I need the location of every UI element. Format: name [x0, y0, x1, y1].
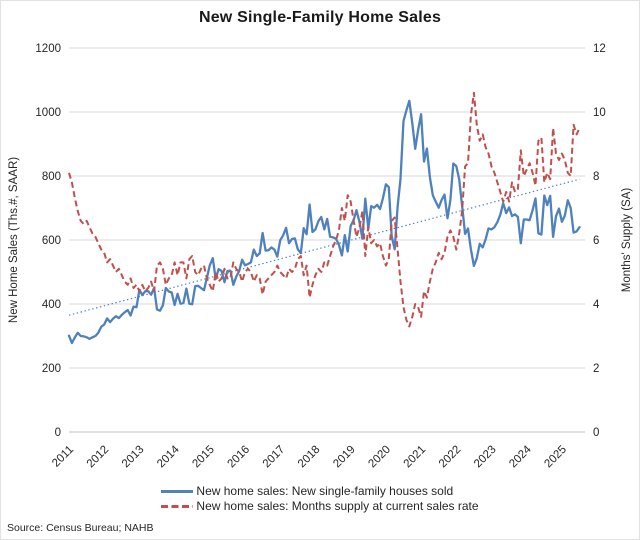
svg-text:2018: 2018 — [296, 444, 323, 471]
svg-text:2016: 2016 — [226, 444, 253, 471]
svg-text:2011: 2011 — [50, 444, 76, 470]
svg-text:2012: 2012 — [85, 444, 112, 471]
svg-text:0: 0 — [55, 427, 61, 439]
svg-text:New Home Sales (Ths.#, SAAR): New Home Sales (Ths.#, SAAR) — [8, 157, 20, 323]
svg-text:12: 12 — [593, 43, 606, 55]
svg-text:2023: 2023 — [472, 444, 499, 471]
svg-text:200: 200 — [42, 363, 61, 375]
svg-text:2: 2 — [593, 363, 599, 375]
svg-text:400: 400 — [42, 299, 61, 311]
legend-solid-line-swatch — [161, 489, 194, 493]
svg-text:8: 8 — [593, 171, 599, 183]
source-note: Source: Census Bureau; NAHB — [7, 522, 154, 534]
svg-text:0: 0 — [593, 427, 599, 439]
legend-item-home-sales: New home sales: New single-family houses… — [161, 484, 453, 498]
legend-items: New home sales: New single-family houses… — [161, 484, 479, 513]
svg-text:600: 600 — [42, 235, 61, 247]
svg-text:800: 800 — [42, 171, 61, 183]
svg-text:2015: 2015 — [190, 444, 217, 471]
svg-text:10: 10 — [593, 107, 606, 119]
svg-text:2014: 2014 — [155, 443, 182, 470]
svg-text:2019: 2019 — [331, 444, 358, 471]
svg-text:2021: 2021 — [402, 444, 429, 471]
svg-text:2022: 2022 — [437, 444, 464, 471]
svg-text:2020: 2020 — [366, 444, 393, 471]
svg-text:1000: 1000 — [35, 107, 61, 119]
svg-text:2024: 2024 — [507, 443, 534, 470]
svg-text:2017: 2017 — [261, 444, 288, 471]
svg-text:4: 4 — [593, 299, 600, 311]
legend-dashed-line-swatch — [161, 504, 194, 508]
svg-text:2025: 2025 — [542, 444, 569, 471]
svg-text:2013: 2013 — [120, 444, 147, 471]
svg-text:1200: 1200 — [35, 43, 61, 55]
legend-item-months-supply: New home sales: Months supply at current… — [161, 499, 479, 513]
legend-label-months-supply: New home sales: Months supply at current… — [196, 499, 479, 513]
chart-title: New Single-Family Home Sales — [198, 9, 442, 26]
legend: New home sales: New single-family houses… — [1, 484, 639, 513]
svg-text:6: 6 — [593, 235, 599, 247]
svg-text:Months' Supply (SA): Months' Supply (SA) — [621, 188, 633, 293]
legend-label-home-sales: New home sales: New single-family houses… — [196, 484, 454, 498]
